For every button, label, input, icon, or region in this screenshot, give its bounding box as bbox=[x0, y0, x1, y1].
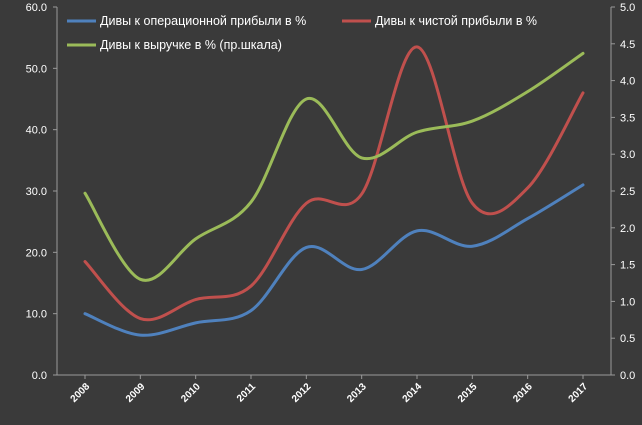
left-y-tick-label: 60.0 bbox=[26, 2, 47, 14]
x-tick-label: 2015 bbox=[456, 381, 480, 405]
x-tick-label: 2011 bbox=[235, 381, 258, 404]
operating-profit-series-line bbox=[83, 183, 585, 337]
x-tick-label: 2016 bbox=[511, 381, 535, 405]
legend-item-operating: Дивы к операционной прибыли в % bbox=[67, 14, 306, 28]
legend-label-operating: Дивы к операционной прибыли в % bbox=[100, 14, 306, 28]
x-tick-label: 2008 bbox=[69, 381, 93, 405]
x-tick-label: 2010 bbox=[179, 381, 203, 405]
left-y-tick-label: 50.0 bbox=[26, 63, 47, 75]
right-y-tick-label: 3.5 bbox=[620, 112, 635, 124]
legend-item-revenue: Дивы к выручке в % (пр.шкала) bbox=[67, 38, 282, 52]
legend-item-net: Дивы к чистой прибыли в % bbox=[342, 14, 537, 28]
legend: Дивы к операционной прибыли в % Дивы к ч… bbox=[67, 14, 537, 52]
x-tick-label: 2017 bbox=[567, 381, 591, 405]
right-y-tick-label: 0.5 bbox=[620, 333, 635, 345]
right-y-tick-label: 3.0 bbox=[620, 149, 635, 161]
right-y-tick-label: 4.5 bbox=[620, 39, 635, 51]
right-y-tick-label: 5.0 bbox=[620, 2, 635, 14]
right-y-tick-label: 1.0 bbox=[620, 296, 635, 308]
left-y-tick-labels: 0.0 10.0 20.0 30.0 40.0 50.0 60.0 bbox=[26, 2, 57, 382]
x-tick-labels: 2008 2009 2010 2011 2012 2013 2014 2015 2016 2017 bbox=[69, 375, 591, 405]
legend-label-net: Дивы к чистой прибыли в % bbox=[375, 14, 537, 28]
left-y-tick-label: 30.0 bbox=[26, 186, 47, 198]
revenue-series-line bbox=[83, 51, 585, 282]
net-profit-series-line bbox=[83, 45, 585, 322]
right-y-tick-label: 0.0 bbox=[620, 370, 635, 382]
right-y-tick-label: 1.5 bbox=[620, 260, 635, 272]
right-y-tick-labels: 0.0 0.5 1.0 1.5 2.0 2.5 3.0 3.5 4.0 4.5 5.0 bbox=[611, 2, 635, 382]
left-y-tick-label: 40.0 bbox=[26, 125, 47, 137]
right-y-tick-label: 4.0 bbox=[620, 76, 635, 88]
x-tick-label: 2014 bbox=[401, 381, 425, 405]
x-tick-label: 2009 bbox=[124, 381, 148, 405]
left-y-tick-label: 0.0 bbox=[32, 370, 47, 382]
legend-label-revenue: Дивы к выручке в % (пр.шкала) bbox=[100, 38, 282, 52]
series-lines bbox=[83, 45, 585, 337]
x-tick-label: 2012 bbox=[290, 381, 314, 405]
x-tick-label: 2013 bbox=[345, 381, 369, 405]
right-y-tick-label: 2.0 bbox=[620, 223, 635, 235]
right-y-tick-label: 2.5 bbox=[620, 186, 635, 198]
left-y-tick-label: 10.0 bbox=[26, 309, 47, 321]
left-y-tick-label: 20.0 bbox=[26, 247, 47, 259]
